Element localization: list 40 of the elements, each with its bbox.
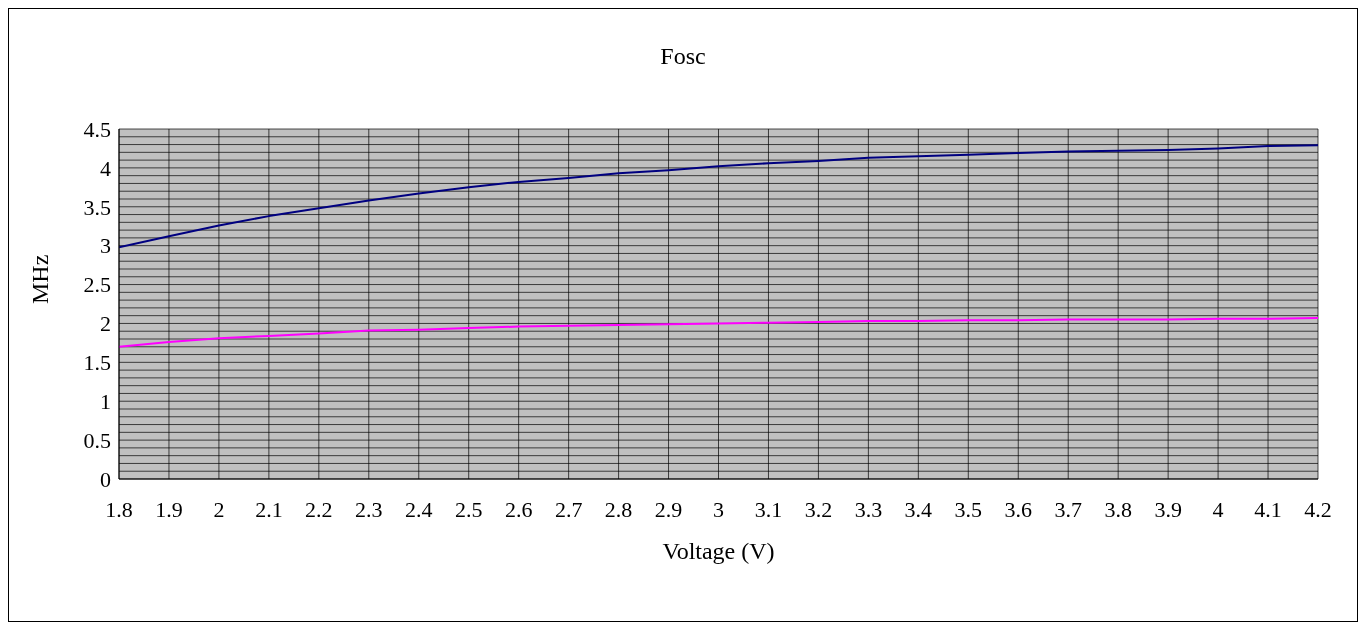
- x-tick-label: 3: [713, 496, 724, 522]
- y-tick-label: 1: [100, 389, 111, 415]
- x-axis-title: Voltage (V): [662, 538, 775, 564]
- y-tick-label: 3: [100, 233, 111, 259]
- x-tick-label: 2.6: [504, 496, 533, 522]
- x-tick-label: 4.1: [1254, 496, 1282, 522]
- line-series: [119, 144, 1318, 249]
- x-tick-label: 3.1: [754, 496, 783, 522]
- x-tick-label: 3.8: [1104, 496, 1132, 522]
- y-tick-label: 3.5: [83, 194, 111, 220]
- x-tick-label: 3.6: [1004, 496, 1032, 522]
- x-tick-label: 2: [213, 496, 225, 522]
- x-tick-label: 1.9: [155, 496, 183, 522]
- x-tick-label: 2.1: [255, 496, 283, 522]
- y-tick-label: 2: [100, 311, 111, 337]
- x-tick-label: 2.2: [305, 496, 333, 522]
- x-tick-label: 2.8: [604, 496, 633, 522]
- x-tick-label: 2.9: [654, 496, 683, 522]
- chart-title: Fosc: [659, 43, 707, 70]
- x-tick-label: 2.7: [554, 496, 583, 522]
- y-axis-title: MHz: [26, 254, 53, 304]
- x-tick-label: 2.5: [454, 496, 483, 522]
- x-tick-label: 2.3: [355, 496, 383, 522]
- x-tick-label: 3.2: [804, 496, 833, 522]
- x-tick-label: 3.9: [1154, 496, 1182, 522]
- y-tick-label: 0.5: [83, 427, 111, 453]
- y-tick-label: 0: [100, 466, 111, 492]
- x-tick-label: 4.2: [1304, 496, 1332, 522]
- x-tick-label: 3.4: [904, 496, 933, 522]
- y-tick-label: 4: [100, 155, 111, 181]
- x-tick-label: 1.8: [105, 496, 133, 522]
- x-tick-label: 3.5: [954, 496, 983, 522]
- y-tick-label: 2.5: [83, 272, 111, 298]
- line-series: [119, 317, 1318, 348]
- x-tick-label: 4: [1212, 496, 1224, 522]
- x-tick-label: 2.4: [405, 496, 433, 522]
- x-tick-label: 3.3: [854, 496, 883, 522]
- y-tick-label: 4.5: [83, 116, 111, 142]
- x-tick-label: 3.7: [1054, 496, 1082, 522]
- y-tick-label: 1.5: [83, 350, 111, 376]
